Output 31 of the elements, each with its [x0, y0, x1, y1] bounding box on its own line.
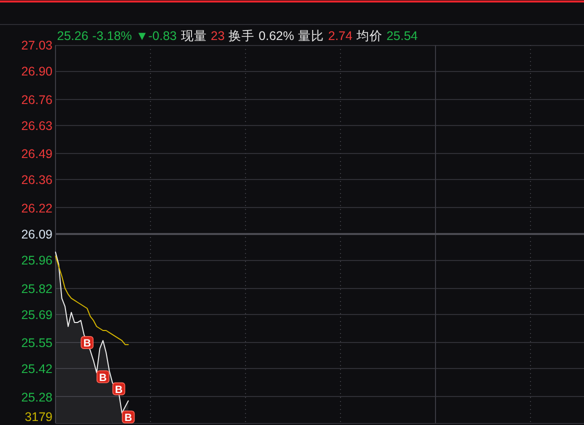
series-label: B — [83, 338, 92, 350]
text: 量比 — [298, 29, 324, 43]
y-tick-label: 26.36 — [21, 173, 53, 188]
text: ▼-0.83 — [136, 29, 177, 43]
text: 23 — [210, 29, 225, 43]
y-tick-label: 25.96 — [21, 254, 53, 268]
y-tick-label: 26.49 — [21, 147, 53, 162]
y-tick-label: 26.63 — [21, 118, 53, 133]
y-tick-label: 25.55 — [21, 336, 53, 350]
line-series — [55, 256, 129, 346]
text: 均价 — [355, 29, 382, 43]
y-tick-label: 25.42 — [21, 362, 53, 376]
text: 3179 — [24, 410, 53, 424]
y-tick-label: 26.76 — [21, 92, 53, 107]
y-tick-label: 26.09 — [21, 228, 53, 242]
y-tick-label: 27.03 — [21, 38, 53, 52]
text: B — [114, 384, 123, 396]
text: 25.26 — [57, 29, 88, 43]
y-tick-label: 25.69 — [21, 308, 53, 322]
text: 现量 — [180, 29, 207, 43]
text: 25.54 — [386, 29, 418, 43]
text: 0.62% — [258, 29, 294, 43]
text: -3.18% — [92, 29, 132, 43]
text: B — [124, 412, 132, 424]
y-tick-label: 25.28 — [21, 390, 53, 404]
text: 2.74 — [328, 29, 352, 43]
y-tick-label: 26.22 — [21, 201, 53, 216]
y-tick-label: 25.82 — [21, 282, 53, 296]
text: 换手 — [228, 29, 255, 43]
text: B — [99, 372, 107, 384]
y-tick-label: 26.90 — [21, 64, 53, 79]
